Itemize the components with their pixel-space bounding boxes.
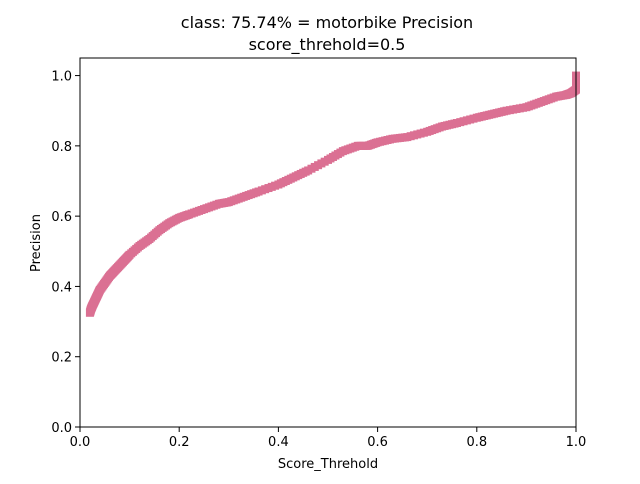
x-tick-label-2: 0.4 <box>268 435 289 450</box>
y-tick-label-5: 1.0 <box>51 70 72 85</box>
x-tick-label-1: 0.2 <box>169 435 190 450</box>
y-tick-label-3: 0.6 <box>51 210 72 225</box>
y-axis-label: Precision <box>29 214 44 272</box>
x-tick-label-4: 0.8 <box>466 435 487 450</box>
x-tick-label-5: 1.0 <box>566 435 587 450</box>
y-tick-label-0: 0.0 <box>51 421 72 436</box>
plot-frame <box>79 57 577 428</box>
chart-title-line1: class: 75.74% = motorbike Precision <box>181 13 473 32</box>
x-axis-ticks: 0.0 0.2 0.4 0.6 0.8 1.0 <box>70 427 587 450</box>
data-points <box>85 71 580 317</box>
y-tick-label-1: 0.2 <box>51 351 72 366</box>
y-axis-ticks: 0.0 0.2 0.4 0.6 0.8 1.0 <box>51 70 80 436</box>
x-axis-label: Score_Threhold <box>278 457 378 472</box>
x-tick-label-3: 0.6 <box>367 435 388 450</box>
x-tick-label-0: 0.0 <box>70 435 91 450</box>
chart-title-line2: score_threhold=0.5 <box>249 35 406 55</box>
y-tick-label-2: 0.4 <box>51 280 72 295</box>
y-tick-label-4: 0.8 <box>51 140 72 155</box>
